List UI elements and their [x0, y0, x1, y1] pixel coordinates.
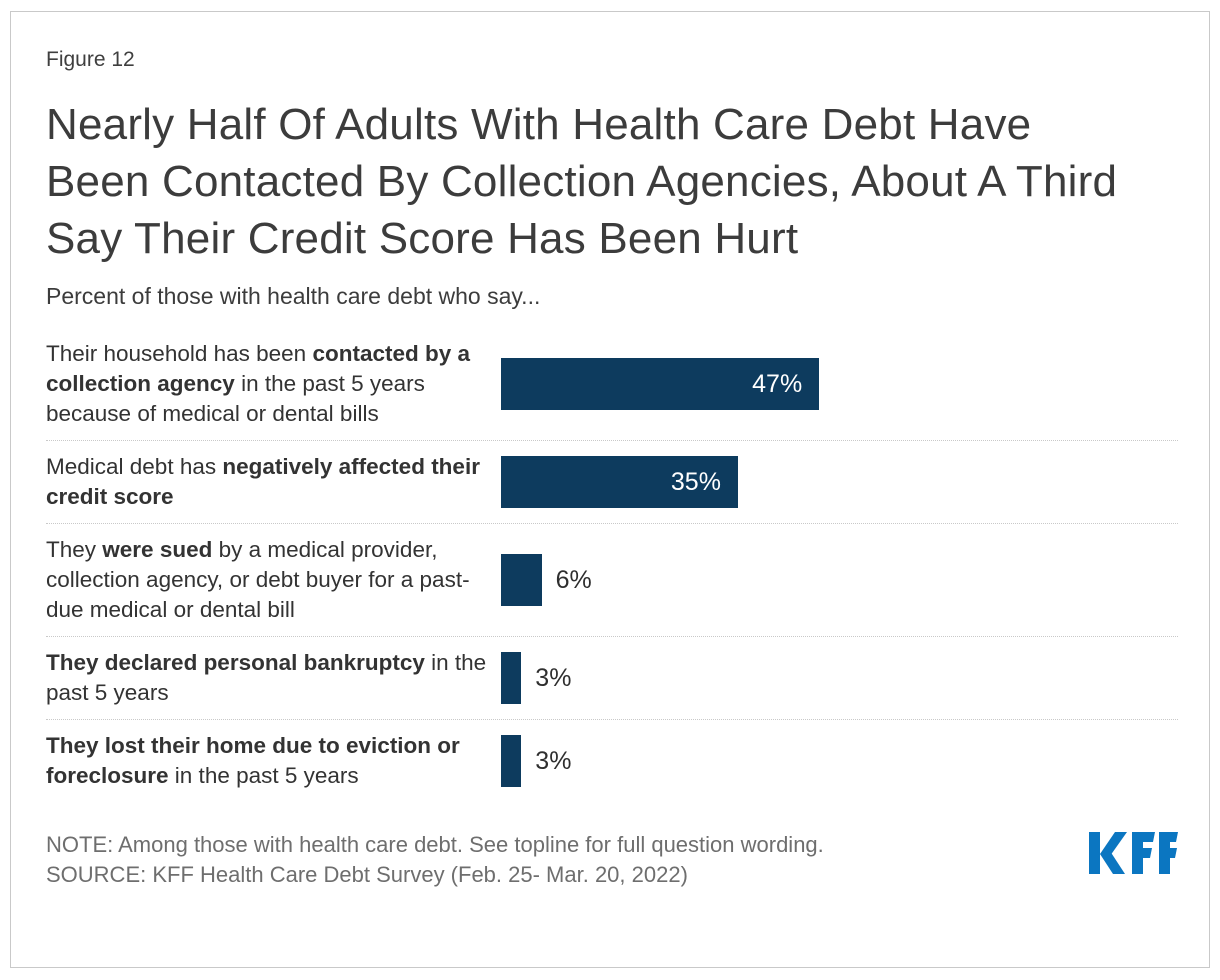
chart-rows: Their household has been contacted by a …	[46, 328, 1178, 802]
kff-logo	[1089, 832, 1178, 874]
bar: 47%	[501, 358, 820, 410]
bar-area: 3%	[501, 735, 1178, 787]
bar-area: 35%	[501, 456, 1178, 508]
row-label: Medical debt has negatively affected the…	[46, 454, 480, 509]
page-title: Nearly Half Of Adults With Health Care D…	[46, 100, 1118, 263]
bar-area: 3%	[501, 652, 1178, 704]
bar	[501, 554, 542, 606]
bar	[501, 652, 522, 704]
chart-row: Medical debt has negatively affected the…	[46, 441, 1178, 524]
row-label: Their household has been contacted by a …	[46, 341, 470, 426]
bar-value-label: 47%	[752, 369, 803, 398]
bar-value-label: 6%	[555, 565, 592, 594]
bar-chart: Their household has been contacted by a …	[46, 328, 1178, 802]
bar-value-label: 3%	[535, 663, 572, 692]
chart-row: They lost their home due to eviction or …	[46, 720, 1178, 802]
chart-row: Their household has been contacted by a …	[46, 328, 1178, 441]
bar-value-label: 3%	[535, 746, 572, 775]
chart-row: They were sued by a medical provider, co…	[46, 524, 1178, 637]
bar	[501, 735, 522, 787]
bar-area: 6%	[501, 554, 1178, 606]
figure-card: Figure 12 Nearly Half Of Adults With Hea…	[10, 11, 1210, 968]
note-line: NOTE: Among those with health care debt.…	[46, 832, 824, 857]
bar-value-label: 35%	[670, 467, 721, 496]
source-line: SOURCE: KFF Health Care Debt Survey (Feb…	[46, 862, 688, 887]
figure-number: Figure 12	[46, 48, 135, 71]
chart-footer: NOTE: Among those with health care debt.…	[46, 830, 1178, 890]
row-label: They were sued by a medical provider, co…	[46, 537, 470, 622]
bar-area: 47%	[501, 358, 1178, 410]
chart-subtitle: Percent of those with health care debt w…	[46, 283, 541, 309]
footnotes: NOTE: Among those with health care debt.…	[46, 830, 824, 890]
row-label: They lost their home due to eviction or …	[46, 733, 460, 788]
chart-row: They declared personal bankruptcy in the…	[46, 637, 1178, 720]
row-label: They declared personal bankruptcy in the…	[46, 650, 487, 705]
bar: 35%	[501, 456, 738, 508]
